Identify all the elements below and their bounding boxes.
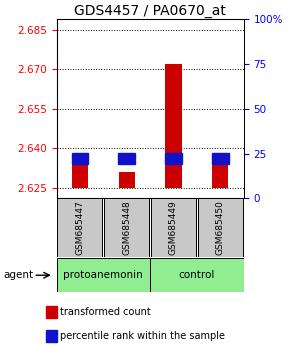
- Text: agent: agent: [3, 270, 33, 280]
- Bar: [46, 306, 57, 318]
- Title: GDS4457 / PA0670_at: GDS4457 / PA0670_at: [74, 5, 226, 18]
- Text: GSM685449: GSM685449: [169, 200, 178, 255]
- FancyBboxPatch shape: [198, 198, 243, 257]
- Text: GSM685447: GSM685447: [75, 200, 84, 255]
- Text: percentile rank within the sample: percentile rank within the sample: [60, 331, 225, 341]
- Text: protoanemonin: protoanemonin: [64, 270, 143, 280]
- Text: GSM685450: GSM685450: [216, 200, 225, 255]
- FancyBboxPatch shape: [151, 198, 196, 257]
- FancyBboxPatch shape: [150, 258, 244, 292]
- Bar: [119, 172, 135, 188]
- Text: transformed count: transformed count: [60, 307, 151, 317]
- Bar: [118, 153, 135, 165]
- Bar: [165, 64, 182, 188]
- Text: GSM685448: GSM685448: [122, 200, 131, 255]
- Bar: [72, 159, 88, 188]
- FancyBboxPatch shape: [104, 198, 149, 257]
- Text: control: control: [179, 270, 215, 280]
- Bar: [212, 164, 229, 188]
- Bar: [46, 330, 57, 342]
- Bar: [165, 153, 182, 165]
- Bar: [212, 153, 229, 165]
- Bar: [72, 153, 88, 165]
- FancyBboxPatch shape: [57, 258, 150, 292]
- FancyBboxPatch shape: [57, 198, 102, 257]
